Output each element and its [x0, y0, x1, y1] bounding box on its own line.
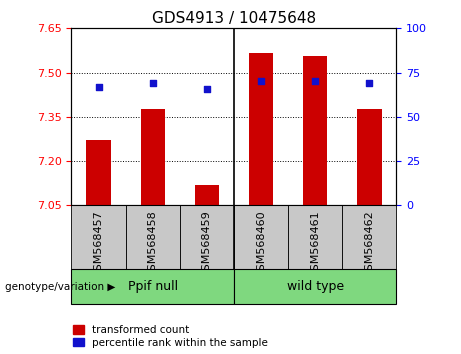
- Point: [312, 79, 319, 84]
- Bar: [234, 269, 396, 304]
- Text: GSM568460: GSM568460: [256, 210, 266, 278]
- Bar: [71, 269, 234, 304]
- Bar: [357, 109, 382, 205]
- Bar: [288, 205, 342, 269]
- Bar: [249, 53, 273, 205]
- Bar: [180, 205, 234, 269]
- Title: GDS4913 / 10475648: GDS4913 / 10475648: [152, 11, 316, 26]
- Bar: [303, 56, 327, 205]
- Bar: [195, 185, 219, 205]
- Legend: transformed count, percentile rank within the sample: transformed count, percentile rank withi…: [72, 324, 269, 349]
- Bar: [234, 205, 288, 269]
- Text: GSM568462: GSM568462: [364, 210, 374, 278]
- Point: [257, 79, 265, 84]
- Point: [366, 80, 373, 86]
- Bar: [342, 205, 396, 269]
- Text: GSM568461: GSM568461: [310, 210, 320, 278]
- Text: GSM568457: GSM568457: [94, 210, 104, 278]
- Text: GSM568459: GSM568459: [202, 210, 212, 278]
- Text: Ppif null: Ppif null: [128, 280, 178, 293]
- Text: genotype/variation ▶: genotype/variation ▶: [5, 282, 115, 292]
- Text: wild type: wild type: [287, 280, 344, 293]
- Bar: [141, 109, 165, 205]
- Point: [203, 86, 211, 91]
- Bar: [71, 205, 125, 269]
- Point: [149, 80, 156, 86]
- Text: GSM568458: GSM568458: [148, 210, 158, 278]
- Bar: [86, 141, 111, 205]
- Point: [95, 84, 102, 90]
- Bar: [125, 205, 180, 269]
